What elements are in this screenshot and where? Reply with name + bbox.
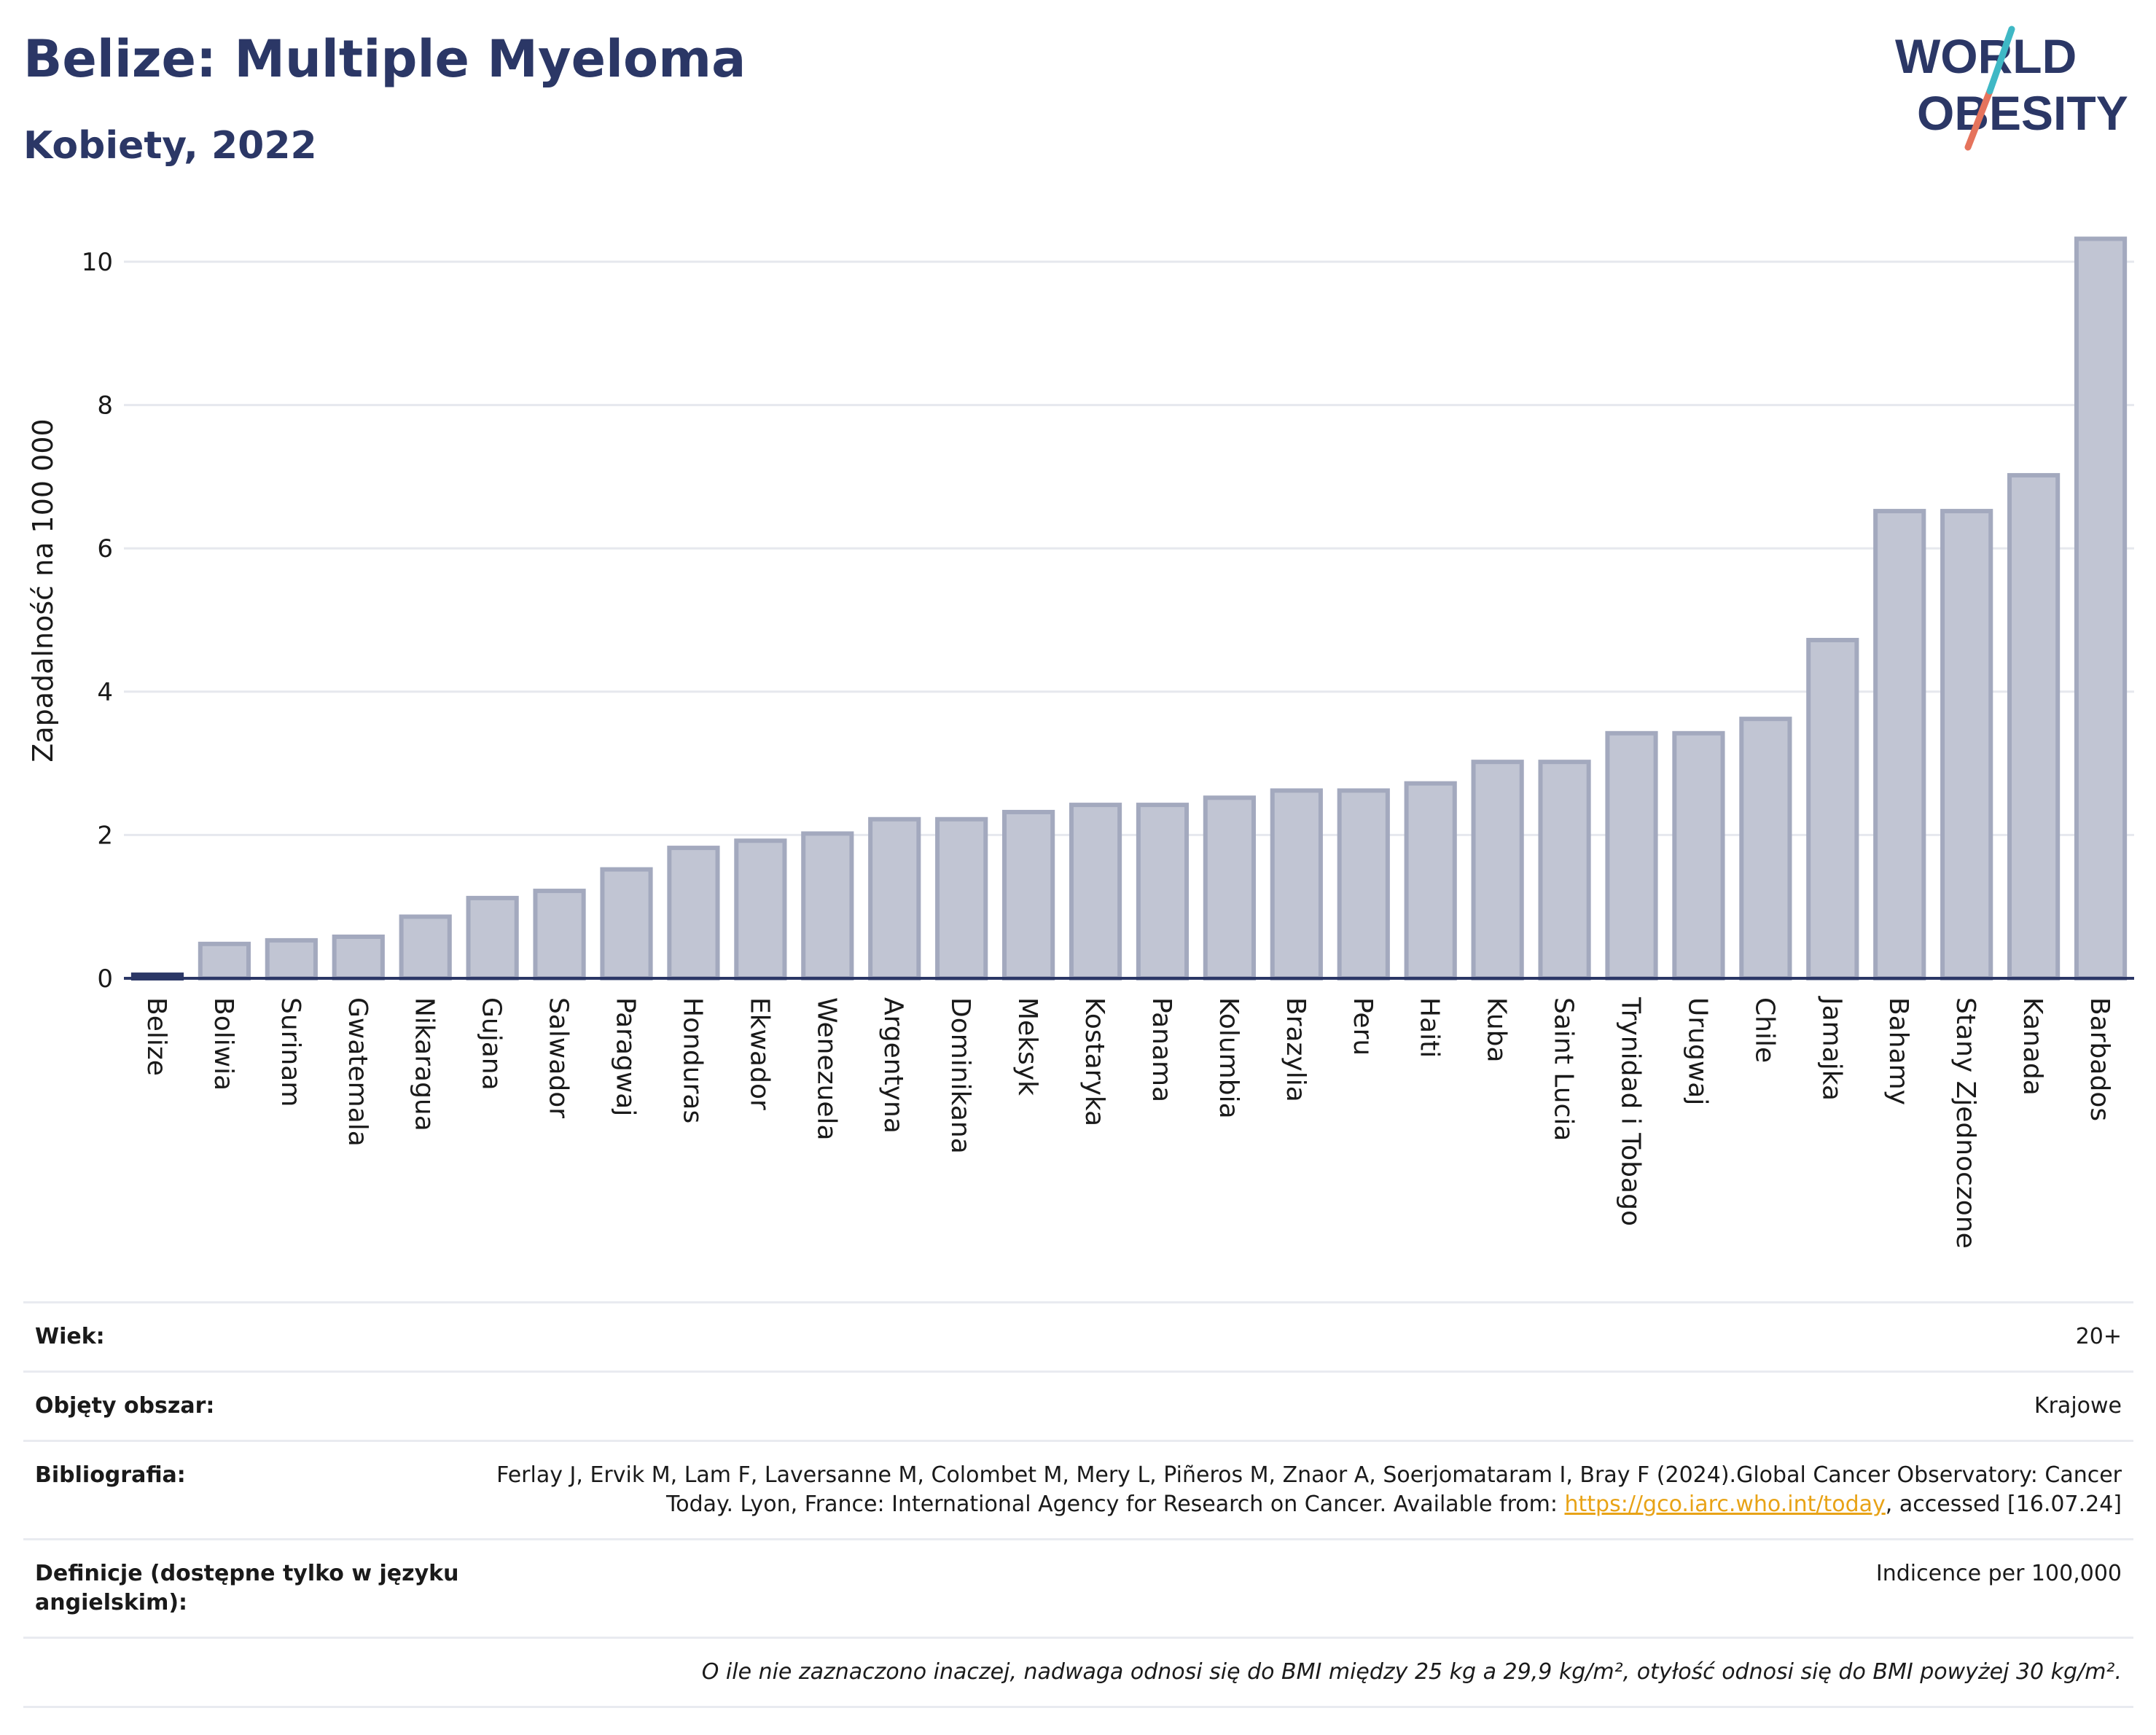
bibliography-text: Ferlay J, Ervik M, Lam F, Laversanne M, …: [496, 1462, 2122, 1517]
x-tick-label: Saint Lucia: [1549, 997, 1579, 1141]
age-label: Wiek:: [35, 1324, 105, 1349]
x-tick-label: Jamajka: [1816, 996, 1846, 1101]
y-tick-label: 4: [97, 678, 113, 707]
x-tick-label: Argentyna: [878, 997, 908, 1134]
bar-brazylia: [1270, 788, 1323, 980]
x-tick-label: Kolumbia: [1214, 997, 1243, 1119]
bar-gwatemala: [332, 934, 385, 980]
bar-honduras: [667, 846, 720, 980]
x-tick-label: Haiti: [1415, 997, 1445, 1058]
x-tick-label: Panama: [1147, 997, 1176, 1102]
x-tick-label: Belize: [141, 997, 171, 1076]
chart-title: Belize: Multiple Myeloma: [23, 29, 746, 89]
bar-kostaryka: [1069, 803, 1122, 981]
y-tick-label: 0: [97, 964, 113, 994]
bar-kanada: [2007, 472, 2061, 980]
x-tick-label: Boliwia: [208, 997, 238, 1091]
bar-urugwaj: [1672, 730, 1725, 981]
bar-stany-zjednoczone: [1940, 509, 1993, 980]
footnote: O ile nie zaznaczono inaczej, nadwaga od…: [701, 1659, 2122, 1685]
x-tick-label: Wenezuela: [811, 997, 841, 1141]
y-axis-label: Zapadalność na 100 000: [27, 418, 59, 762]
bar-kolumbia: [1203, 795, 1256, 981]
grid-lines: [124, 260, 2134, 836]
x-tick-label: Meksyk: [1012, 997, 1042, 1096]
x-tick-label: Chile: [1749, 997, 1779, 1063]
y-tick-label: 6: [97, 534, 113, 564]
bar-trynidad-i-tobago: [1605, 730, 1658, 981]
metadata-table: Wiek: 20+ Objęty obszar: Krajowe Bibliog…: [23, 1301, 2133, 1708]
bibliography-link[interactable]: https://gco.iarc.who.int/today: [1564, 1492, 1886, 1517]
bar-bahamy: [1873, 509, 1926, 980]
world-obesity-logo: WORLD OBESITY: [1895, 26, 2128, 151]
x-tick-label: Gujana: [477, 997, 507, 1091]
meta-row-definitions: Definicje (dostępne tylko w języku angie…: [23, 1538, 2133, 1637]
y-tick-label: 8: [97, 391, 113, 421]
bar-ekwador: [734, 838, 787, 981]
x-tick-label: Dominikana: [945, 997, 975, 1154]
bar-haiti: [1404, 781, 1457, 981]
definitions-label: Definicje (dostępne tylko w języku angie…: [35, 1561, 459, 1615]
bar-salwador: [533, 889, 586, 980]
area-label: Objęty obszar:: [35, 1393, 215, 1419]
meta-row-note: O ile nie zaznaczono inaczej, nadwaga od…: [23, 1637, 2133, 1708]
bar-gujana: [466, 895, 519, 981]
bar-saint-lucia: [1538, 760, 1591, 981]
y-tick-label: 10: [82, 248, 113, 277]
bar-barbados: [2074, 236, 2128, 980]
x-tick-label: Stany Zjednoczone: [1950, 997, 1980, 1249]
bibliography-label: Bibliografia:: [35, 1462, 186, 1488]
logo-line1: WORLD: [1895, 29, 2077, 83]
bar-surinam: [265, 937, 318, 980]
bar-chart: 0 2 4 6 8 10 Belize Boliwia Surinam Gwatemala Nik…: [27, 236, 2134, 1249]
age-value: 20+: [2075, 1324, 2122, 1349]
definitions-value: Indicence per 100,000: [1875, 1561, 2122, 1586]
x-tick-label: Bahamy: [1883, 997, 1913, 1105]
bar-panama: [1136, 803, 1190, 981]
x-tick-labels: Belize Boliwia Surinam Gwatemala Nikaragua Gu…: [141, 996, 2114, 1249]
bar-wenezuela: [801, 831, 854, 980]
bar-paragwaj: [600, 867, 653, 980]
x-tick-label: Surinam: [276, 997, 305, 1107]
x-tick-label: Paragwaj: [611, 997, 641, 1116]
x-tick-label: Gwatemala: [343, 997, 372, 1147]
x-tick-label: Nikaragua: [410, 997, 440, 1131]
bar-argentyna: [868, 816, 921, 981]
bar-nikaragua: [399, 914, 452, 981]
x-tick-label: Brazylia: [1281, 997, 1311, 1102]
bar-jamajka: [1806, 638, 1859, 980]
meta-row-bibliography: Bibliografia: Ferlay J, Ervik M, Lam F, …: [23, 1440, 2133, 1538]
bibliography-accessed: , accessed [16.07.24]: [1885, 1492, 2122, 1517]
y-tick-labels: 0 2 4 6 8 10: [82, 248, 113, 994]
meta-row-age: Wiek: 20+: [23, 1301, 2133, 1371]
bars: [130, 236, 2128, 981]
area-value: Krajowe: [2034, 1393, 2122, 1419]
x-tick-label: Urugwaj: [1682, 997, 1712, 1105]
x-tick-label: Barbados: [2085, 997, 2114, 1121]
bar-kuba: [1471, 760, 1524, 981]
bar-chile: [1739, 717, 1792, 980]
y-tick-label: 2: [97, 821, 113, 850]
x-tick-label: Ekwador: [744, 997, 774, 1110]
x-tick-label: Trynidad i Tobago: [1616, 997, 1646, 1226]
bar-boliwia: [198, 941, 251, 981]
x-tick-label: Kuba: [1482, 997, 1512, 1063]
logo-line2: OBESITY: [1917, 86, 2128, 140]
bar-meksyk: [1002, 809, 1055, 980]
chart-subtitle: Kobiety, 2022: [23, 124, 317, 168]
x-tick-label: Kanada: [2018, 997, 2047, 1096]
x-tick-label: Salwador: [544, 997, 574, 1118]
x-tick-label: Kostaryka: [1079, 997, 1109, 1126]
meta-row-area: Objęty obszar: Krajowe: [23, 1371, 2133, 1440]
x-tick-label: Honduras: [677, 997, 707, 1123]
bar-peru: [1337, 788, 1390, 980]
x-tick-label: Peru: [1348, 997, 1378, 1056]
bibliography-value: Ferlay J, Ervik M, Lam F, Laversanne M, …: [487, 1461, 2122, 1519]
bar-dominikana: [935, 816, 988, 981]
